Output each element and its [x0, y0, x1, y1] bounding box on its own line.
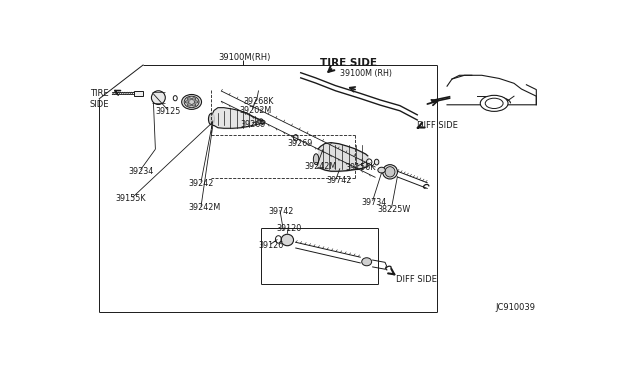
Text: 39155K: 39155K — [116, 194, 146, 203]
Text: 39100M (RH): 39100M (RH) — [340, 69, 392, 78]
Ellipse shape — [314, 154, 319, 165]
Text: 39269: 39269 — [287, 139, 313, 148]
Circle shape — [192, 104, 196, 106]
Text: 39742: 39742 — [269, 207, 294, 216]
Circle shape — [480, 95, 508, 111]
Text: 39269: 39269 — [240, 120, 266, 129]
Text: TIRE
SIDE: TIRE SIDE — [90, 89, 109, 109]
Text: 39125: 39125 — [156, 107, 180, 116]
Text: 39268K: 39268K — [244, 97, 274, 106]
Ellipse shape — [362, 258, 372, 266]
Circle shape — [188, 98, 191, 100]
Text: 38225W: 38225W — [378, 205, 411, 214]
Text: JC910039: JC910039 — [495, 303, 536, 312]
Bar — [134, 91, 143, 96]
Ellipse shape — [209, 113, 214, 125]
Text: 39234: 39234 — [129, 167, 154, 176]
Ellipse shape — [184, 96, 199, 108]
Ellipse shape — [294, 135, 298, 141]
Text: 39242: 39242 — [188, 179, 214, 188]
Circle shape — [192, 98, 196, 100]
Text: 39734: 39734 — [362, 198, 387, 207]
Ellipse shape — [259, 119, 263, 125]
Ellipse shape — [378, 167, 385, 173]
Text: 39126: 39126 — [259, 241, 284, 250]
Circle shape — [185, 101, 189, 103]
Circle shape — [194, 101, 198, 103]
Ellipse shape — [281, 234, 294, 246]
Text: DIFF SIDE: DIFF SIDE — [396, 275, 437, 284]
Ellipse shape — [383, 165, 397, 179]
Text: TIRE SIDE: TIRE SIDE — [320, 58, 377, 68]
Text: 39156K: 39156K — [346, 163, 376, 172]
Circle shape — [188, 104, 191, 106]
Text: 39120: 39120 — [276, 224, 301, 233]
Ellipse shape — [385, 167, 395, 177]
Text: 39742: 39742 — [326, 176, 351, 186]
Text: DIFF SIDE: DIFF SIDE — [417, 121, 458, 130]
Ellipse shape — [374, 159, 379, 165]
Ellipse shape — [152, 91, 165, 105]
Text: 39242M: 39242M — [304, 162, 337, 171]
Text: 39202M: 39202M — [240, 106, 272, 115]
Ellipse shape — [182, 94, 202, 109]
Text: 39242M: 39242M — [188, 203, 220, 212]
Text: 39100M(RH): 39100M(RH) — [218, 53, 270, 62]
